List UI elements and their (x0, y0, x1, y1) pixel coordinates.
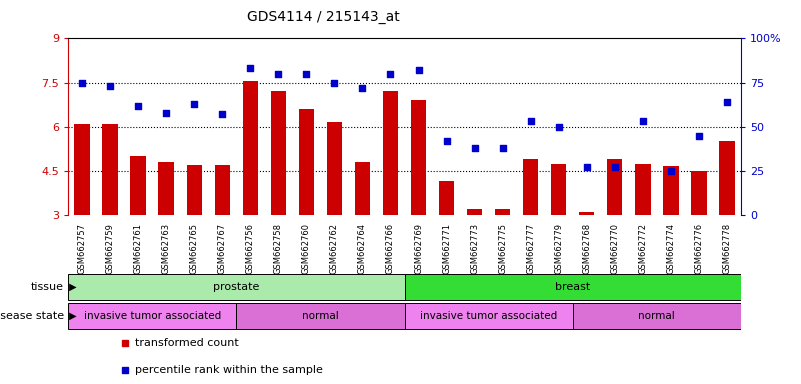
Point (75, 79, 89, 86)
Text: invasive tumor associated: invasive tumor associated (420, 311, 557, 321)
Text: ▶: ▶ (66, 311, 76, 321)
Bar (663, 166, 678, 215)
Bar (236, 303, 405, 329)
Bar (523, 159, 538, 215)
Point (216, 111, 229, 118)
Bar (299, 109, 314, 215)
Text: normal: normal (302, 311, 339, 321)
Bar (579, 212, 594, 215)
Point (187, 101, 200, 107)
Text: tissue: tissue (31, 282, 64, 292)
Bar (691, 171, 706, 215)
Point (497, 145, 509, 151)
Point (468, 145, 481, 151)
Text: ▶: ▶ (66, 282, 76, 292)
Bar (495, 209, 510, 215)
Bar (355, 162, 370, 215)
Point (441, 138, 453, 144)
Bar (607, 159, 622, 215)
Bar (131, 156, 146, 215)
Point (272, 71, 285, 77)
Point (160, 109, 173, 116)
Bar (635, 164, 650, 215)
Point (665, 168, 678, 174)
Point (525, 118, 537, 124)
Bar (405, 274, 741, 300)
Text: transformed count: transformed count (135, 338, 239, 348)
Point (580, 164, 593, 170)
Bar (405, 303, 573, 329)
Text: prostate: prostate (213, 282, 260, 292)
Bar (467, 209, 482, 215)
Bar (103, 124, 118, 215)
Point (104, 83, 117, 89)
Point (413, 67, 425, 73)
Point (131, 103, 145, 109)
Text: breast: breast (555, 282, 590, 292)
Text: percentile rank within the sample: percentile rank within the sample (135, 365, 324, 375)
Bar (68, 274, 405, 300)
Point (609, 164, 622, 170)
Bar (74, 124, 90, 215)
Point (300, 71, 312, 77)
Point (384, 71, 397, 77)
Bar (159, 162, 174, 215)
Bar (439, 181, 454, 215)
Point (356, 85, 369, 91)
Bar (573, 303, 741, 329)
Point (692, 132, 705, 139)
Bar (719, 141, 735, 215)
Text: normal: normal (638, 311, 675, 321)
Text: GDS4114 / 215143_at: GDS4114 / 215143_at (248, 10, 400, 23)
Point (244, 65, 256, 71)
Bar (411, 100, 426, 215)
Text: disease state: disease state (0, 311, 64, 321)
Point (328, 79, 341, 86)
Bar (551, 164, 566, 215)
Point (636, 118, 649, 124)
Bar (383, 91, 398, 215)
Text: invasive tumor associated: invasive tumor associated (83, 311, 221, 321)
Point (720, 99, 733, 105)
Bar (327, 122, 342, 215)
Bar (68, 303, 236, 329)
Bar (187, 165, 202, 215)
Bar (243, 81, 258, 215)
Point (553, 124, 566, 130)
Bar (215, 165, 230, 215)
Bar (271, 91, 286, 215)
